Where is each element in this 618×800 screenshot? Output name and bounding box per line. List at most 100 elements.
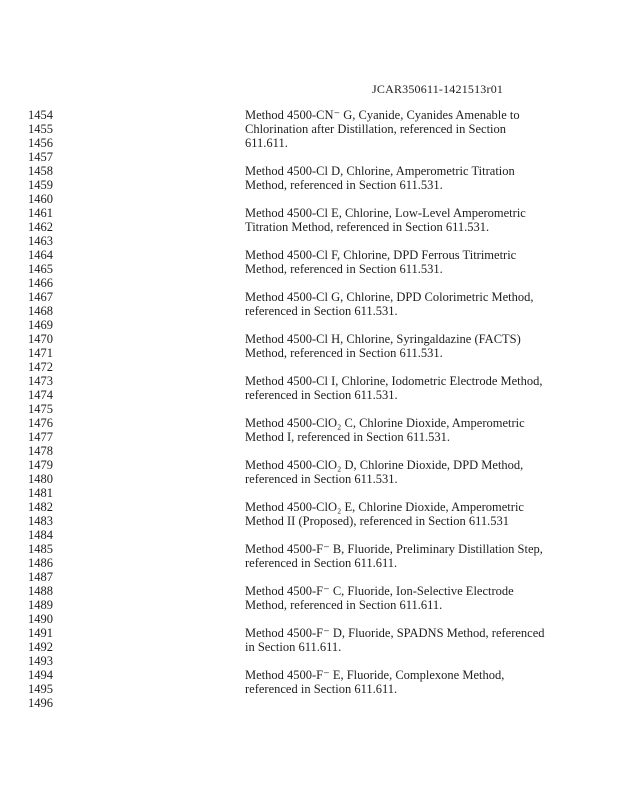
line-number: 1476: [28, 416, 53, 430]
line-text: [245, 360, 618, 374]
document-line: 1454 Method 4500-CN⁻ G, Cyanide, Cyanides…: [0, 108, 618, 122]
line-number: 1460: [28, 192, 53, 206]
document-line: 1474 referenced in Section 611.531.: [0, 388, 618, 402]
document-line: 1464 Method 4500-Cl F, Chlorine, DPD Ferr…: [0, 248, 618, 262]
line-number: 1485: [28, 542, 53, 556]
line-number: 1466: [28, 276, 53, 290]
line-number: 1493: [28, 654, 53, 668]
line-text: Chlorination after Distillation, referen…: [245, 122, 507, 136]
line-number: 1461: [28, 206, 53, 220]
line-text: [245, 150, 618, 164]
document-line: 1472: [0, 360, 618, 374]
line-number: 1490: [28, 612, 53, 626]
line-number: 1462: [28, 220, 53, 234]
line-number: 1454: [28, 108, 53, 122]
line-number: 1478: [28, 444, 53, 458]
document-line: 1475: [0, 402, 618, 416]
document-body: 1454 Method 4500-CN⁻ G, Cyanide, Cyanides…: [0, 108, 618, 710]
line-text: Method II (Proposed), referenced in Sect…: [245, 514, 510, 528]
document-line: 1492 in Section 611.611.: [0, 640, 618, 654]
line-text: Method, referenced in Section 611.531.: [245, 262, 443, 276]
line-text: 611.611.: [245, 136, 288, 150]
document-line: 1476 Method 4500-ClO₂ C, Chlorine Dioxide…: [0, 416, 618, 430]
line-number: 1473: [28, 374, 53, 388]
document-line: 1467 Method 4500-Cl G, Chlorine, DPD Colo…: [0, 290, 618, 304]
line-text: [245, 192, 618, 206]
document-id-header: JCAR350611-1421513r01: [372, 82, 504, 96]
line-text: Method 4500-CN⁻ G, Cyanide, Cyanides Ame…: [245, 108, 520, 122]
document-line: 1482 Method 4500-ClO₂ E, Chlorine Dioxide…: [0, 500, 618, 514]
line-number: 1465: [28, 262, 53, 276]
document-line: 1483 Method II (Proposed), referenced in …: [0, 514, 618, 528]
line-text: Method I, referenced in Section 611.531.: [245, 430, 451, 444]
document-line: 1468 referenced in Section 611.531.: [0, 304, 618, 318]
line-text: [245, 276, 618, 290]
line-number: 1480: [28, 472, 53, 486]
line-number: 1475: [28, 402, 53, 416]
line-text: [245, 528, 618, 542]
document-line: 1469: [0, 318, 618, 332]
line-number: 1458: [28, 164, 53, 178]
line-number: 1456: [28, 136, 53, 150]
line-text: referenced in Section 611.531.: [245, 472, 398, 486]
line-number: 1481: [28, 486, 53, 500]
document-line: 1489 Method, referenced in Section 611.61…: [0, 598, 618, 612]
line-text: Method 4500-F⁻ D, Fluoride, SPADNS Metho…: [245, 626, 545, 640]
document-line: 1496: [0, 696, 618, 710]
line-text: referenced in Section 611.611.: [245, 682, 398, 696]
document-line: 1465 Method, referenced in Section 611.53…: [0, 262, 618, 276]
line-number: 1463: [28, 234, 53, 248]
document-line: 1486 referenced in Section 611.611.: [0, 556, 618, 570]
line-number: 1484: [28, 528, 53, 542]
line-text: Method 4500-ClO₂ D, Chlorine Dioxide, DP…: [245, 458, 524, 472]
document-line: 1473 Method 4500-Cl I, Chlorine, Iodometr…: [0, 374, 618, 388]
line-text: [245, 696, 618, 710]
line-text: Method 4500-Cl H, Chlorine, Syringaldazi…: [245, 332, 521, 346]
line-text: [245, 612, 618, 626]
line-number: 1495: [28, 682, 53, 696]
line-number: 1492: [28, 640, 53, 654]
line-number: 1471: [28, 346, 53, 360]
line-text: Method 4500-Cl F, Chlorine, DPD Ferrous …: [245, 248, 517, 262]
line-text: [245, 234, 618, 248]
document-line: 1494 Method 4500-F⁻ E, Fluoride, Complexo…: [0, 668, 618, 682]
document-line: 1477 Method I, referenced in Section 611.…: [0, 430, 618, 444]
line-text: Method 4500-Cl G, Chlorine, DPD Colorime…: [245, 290, 534, 304]
document-line: 1471 Method, referenced in Section 611.53…: [0, 346, 618, 360]
line-number: 1487: [28, 570, 53, 584]
line-text: referenced in Section 611.531.: [245, 388, 398, 402]
document-line: 1491 Method 4500-F⁻ D, Fluoride, SPADNS M…: [0, 626, 618, 640]
line-text: [245, 570, 618, 584]
document-line: 1484: [0, 528, 618, 542]
line-text: Method, referenced in Section 611.531.: [245, 346, 443, 360]
line-number: 1489: [28, 598, 53, 612]
line-text: Method 4500-F⁻ B, Fluoride, Preliminary …: [245, 542, 543, 556]
document-line: 1485 Method 4500-F⁻ B, Fluoride, Prelimin…: [0, 542, 618, 556]
document-line: 1456 611.611.: [0, 136, 618, 150]
line-number: 1496: [28, 696, 53, 710]
line-text: Method 4500-F⁻ E, Fluoride, Complexone M…: [245, 668, 505, 682]
line-text: Titration Method, referenced in Section …: [245, 220, 490, 234]
document-line: 1455 Chlorination after Distillation, ref…: [0, 122, 618, 136]
line-text: [245, 444, 618, 458]
document-line: 1461 Method 4500-Cl E, Chlorine, Low-Leve…: [0, 206, 618, 220]
line-text: Method 4500-Cl E, Chlorine, Low-Level Am…: [245, 206, 526, 220]
document-line: 1490: [0, 612, 618, 626]
line-number: 1486: [28, 556, 53, 570]
line-number: 1464: [28, 248, 53, 262]
line-number: 1470: [28, 332, 53, 346]
line-text: [245, 318, 618, 332]
line-number: 1482: [28, 500, 53, 514]
document-line: 1459 Method, referenced in Section 611.53…: [0, 178, 618, 192]
document-line: 1481: [0, 486, 618, 500]
document-line: 1487: [0, 570, 618, 584]
document-line: 1466: [0, 276, 618, 290]
document-line: 1488 Method 4500-F⁻ C, Fluoride, Ion-Sele…: [0, 584, 618, 598]
line-number: 1457: [28, 150, 53, 164]
line-text: Method 4500-F⁻ C, Fluoride, Ion-Selectiv…: [245, 584, 514, 598]
line-text: referenced in Section 611.531.: [245, 304, 398, 318]
line-text: Method 4500-ClO₂ C, Chlorine Dioxide, Am…: [245, 416, 525, 430]
line-text: Method, referenced in Section 611.611.: [245, 598, 443, 612]
line-text: Method, referenced in Section 611.531.: [245, 178, 443, 192]
line-number: 1474: [28, 388, 53, 402]
